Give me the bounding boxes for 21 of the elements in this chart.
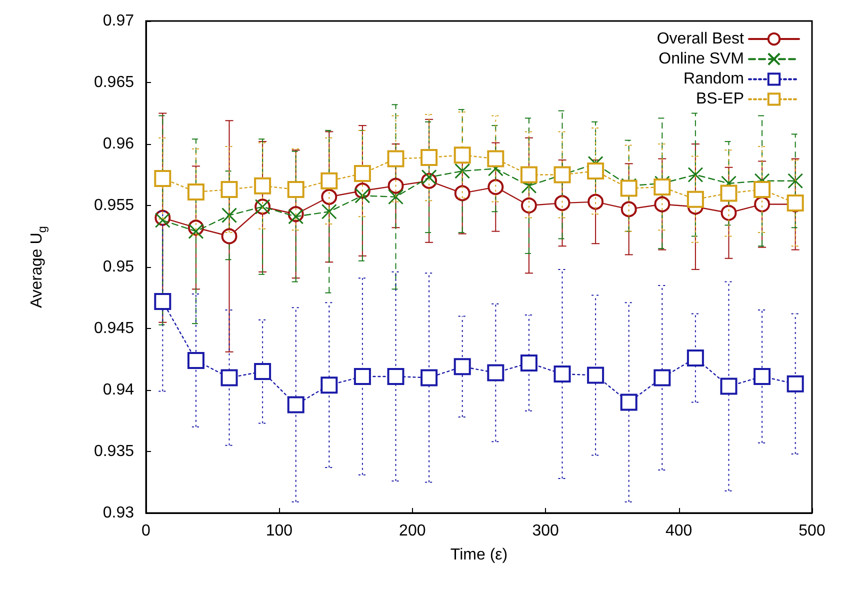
y-tick-label: 0.945	[94, 320, 134, 337]
y-tick-label: 0.95	[102, 258, 134, 276]
legend-label: Random	[684, 70, 744, 88]
y-tick-label: 0.96	[102, 136, 134, 152]
y-tick-label: 0.97	[102, 12, 134, 30]
x-tick-label: 0	[142, 522, 151, 540]
y-tick-label: 0.955	[94, 197, 134, 214]
y-tick-label: 0.935	[94, 443, 134, 460]
legend-label: BS-EP	[696, 90, 744, 108]
y-tick-label: 0.94	[102, 382, 134, 398]
x-axis-title: Time (ε)	[450, 546, 508, 564]
legend-label: Online SVM	[658, 50, 744, 68]
x-tick-label: 400	[665, 522, 692, 540]
legend-label: Overall Best	[656, 30, 745, 48]
x-tick-label: 300	[532, 522, 560, 540]
x-tick-label: 100	[266, 522, 293, 540]
y-axis-title: Average Ug	[28, 226, 49, 308]
y-tick-label: 0.965	[94, 74, 134, 91]
x-tick-label: 200	[399, 522, 426, 540]
x-tick-label: 500	[798, 522, 826, 540]
y-tick-label: 0.93	[102, 504, 134, 522]
